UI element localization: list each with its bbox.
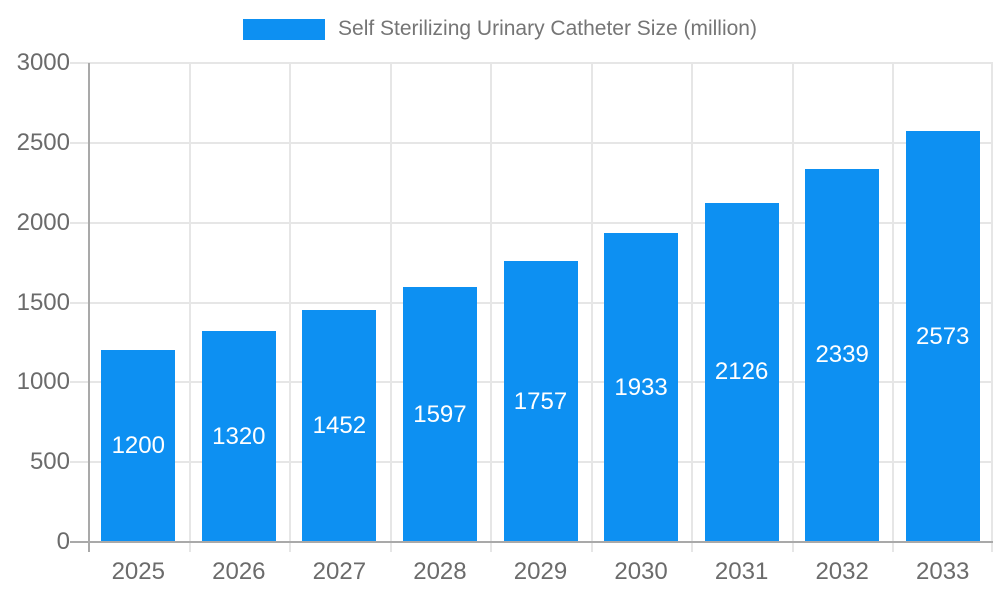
x-axis-tick-label: 2026 xyxy=(212,558,266,585)
x-axis-tick-label: 2027 xyxy=(312,558,367,585)
x-axis-tick-label: 2031 xyxy=(714,558,769,585)
bar-2032[interactable]: 2339 xyxy=(805,168,880,542)
v-gridline xyxy=(590,63,593,552)
y-axis-tick-label: 2000 xyxy=(16,208,70,236)
x-axis-tick-label: 2025 xyxy=(111,558,165,585)
bar-2029[interactable]: 1757 xyxy=(503,261,578,542)
v-gridline xyxy=(791,63,794,552)
v-gridline xyxy=(991,63,993,552)
v-gridline xyxy=(490,63,493,552)
x-axis-line xyxy=(70,541,993,543)
y-axis-line xyxy=(88,63,90,552)
bar-2028[interactable]: 1597 xyxy=(402,287,477,542)
y-axis-tick-label: 0 xyxy=(56,528,70,555)
bar-value-label: 1757 xyxy=(513,387,568,415)
bar-value-label: 2339 xyxy=(815,341,869,369)
bar-value-label: 1933 xyxy=(614,373,668,401)
bar-2033[interactable]: 2573 xyxy=(905,131,980,542)
x-axis-tick-label: 2030 xyxy=(614,558,668,585)
x-axis-tick-label: 2033 xyxy=(916,558,970,585)
v-gridline xyxy=(188,63,191,552)
v-gridline xyxy=(892,63,895,552)
x-axis-tick-label: 2029 xyxy=(513,558,568,585)
y-axis-tick-label: 1000 xyxy=(16,368,70,396)
bar-2026[interactable]: 1320 xyxy=(201,331,276,542)
plot-area: 1200 1320 1452 1597 1757 1933 2126 2339 2573 xyxy=(70,62,993,552)
h-gridline xyxy=(70,62,993,64)
x-axis-tick-label: 2032 xyxy=(815,558,869,585)
legend-label: Self Sterilizing Urinary Catheter Size (… xyxy=(338,17,757,40)
v-gridline xyxy=(389,63,392,552)
bar-2025[interactable]: 1200 xyxy=(101,350,176,542)
v-gridline xyxy=(691,63,694,552)
y-axis-tick-label: 1500 xyxy=(16,288,70,316)
y-axis-tick-label: 500 xyxy=(29,448,70,476)
x-axis-tick-label: 2028 xyxy=(413,558,467,585)
bar-2027[interactable]: 1452 xyxy=(302,310,377,542)
bar-value-label: 1320 xyxy=(212,422,266,450)
bar-value-label: 1452 xyxy=(312,412,367,440)
bar-value-label: 1597 xyxy=(413,400,467,428)
bar-value-label: 1200 xyxy=(111,432,165,460)
y-axis-tick-label: 2500 xyxy=(16,128,70,156)
bar-2031[interactable]: 2126 xyxy=(704,202,779,542)
h-gridline xyxy=(70,141,993,144)
bar-value-label: 2573 xyxy=(916,322,970,350)
bar-2030[interactable]: 1933 xyxy=(604,233,679,542)
legend[interactable]: Self Sterilizing Urinary Catheter Size (… xyxy=(0,17,1000,41)
bar-value-label: 2126 xyxy=(714,358,769,386)
v-gridline xyxy=(289,63,292,552)
h-gridline xyxy=(70,221,993,224)
legend-swatch xyxy=(243,18,326,40)
y-axis-tick-label: 3000 xyxy=(16,49,70,76)
